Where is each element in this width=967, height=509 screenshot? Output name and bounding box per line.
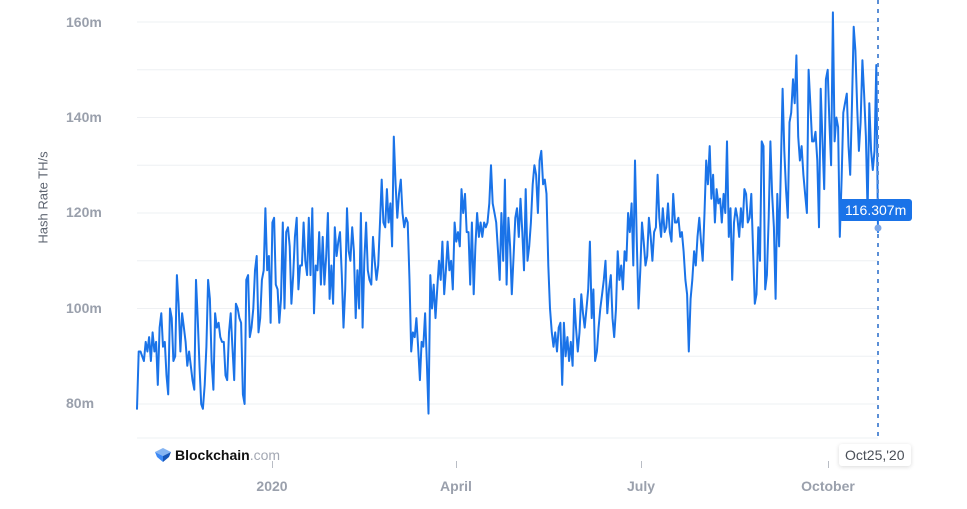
blockchain-logo-icon [155, 448, 171, 462]
x-tick-mark [641, 461, 642, 468]
y-tick-label: 160m [66, 14, 102, 30]
x-tick-mark [272, 461, 273, 468]
y-tick-label: 140m [66, 109, 102, 125]
gridlines [137, 21, 878, 405]
date-tooltip: Oct25,'20 [839, 444, 911, 466]
value-tooltip: 116.307m [839, 199, 913, 221]
blockchain-watermark: Blockchain .com [155, 447, 280, 463]
y-axis-label: Hash Rate TH/s [35, 151, 51, 244]
x-tick-mark [456, 461, 457, 468]
y-tick-label: 100m [66, 300, 102, 316]
x-tick-label: July [626, 478, 656, 494]
hover-point-marker [874, 224, 882, 232]
x-tick-label: 2020 [256, 478, 288, 494]
hash-rate-line[interactable] [136, 11, 879, 415]
x-tick-mark [828, 461, 829, 468]
y-tick-label: 80m [66, 395, 95, 411]
x-tick-label: October [801, 478, 855, 494]
brand-suffix: .com [249, 447, 281, 463]
x-tick-label: April [440, 478, 472, 494]
y-tick-label: 120m [66, 204, 102, 220]
brand-name: Blockchain [175, 447, 250, 463]
